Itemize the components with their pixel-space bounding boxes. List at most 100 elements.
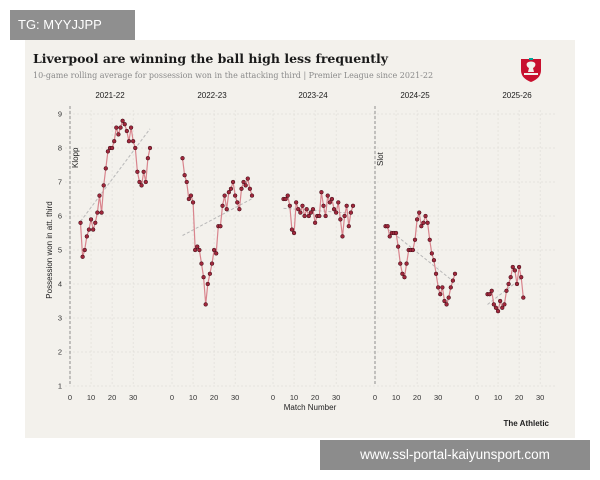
- data-point: [500, 305, 505, 310]
- data-point: [414, 217, 420, 222]
- x-tick-label: 10: [87, 393, 95, 402]
- data-point: [350, 203, 356, 208]
- data-point: [400, 271, 405, 276]
- data-point: [502, 302, 507, 307]
- season-header: 2025-26: [502, 91, 532, 100]
- x-tick-label: 0: [170, 393, 174, 402]
- data-point: [241, 179, 246, 185]
- data-point: [135, 169, 140, 174]
- x-tick-label: 30: [231, 393, 239, 402]
- data-point: [310, 207, 316, 212]
- trend-line: [283, 207, 354, 214]
- data-point: [91, 227, 96, 232]
- x-tick-label: 30: [536, 393, 544, 402]
- data-point: [340, 234, 345, 239]
- data-point: [230, 179, 236, 185]
- x-tick-label: 20: [108, 393, 116, 402]
- data-point: [122, 122, 127, 127]
- data-point: [504, 288, 509, 293]
- series-line: [181, 158, 253, 305]
- data-point: [237, 207, 242, 212]
- data-point: [319, 190, 324, 195]
- data-point: [143, 179, 148, 185]
- data-point: [304, 207, 309, 212]
- data-point: [425, 220, 430, 225]
- data-point: [249, 193, 255, 198]
- x-tick-label: 20: [413, 393, 421, 402]
- data-point: [510, 264, 515, 270]
- series-line: [79, 119, 151, 257]
- season-header: 2023-24: [298, 91, 328, 100]
- data-point: [342, 213, 347, 219]
- data-point: [308, 210, 314, 215]
- data-point: [338, 217, 343, 222]
- data-point: [346, 224, 351, 229]
- data-point: [298, 210, 303, 215]
- data-point: [137, 179, 142, 185]
- data-point: [195, 244, 200, 249]
- data-point: [329, 196, 335, 202]
- data-point: [93, 220, 98, 225]
- data-point: [512, 268, 518, 273]
- x-tick-label: 20: [210, 393, 218, 402]
- data-point: [222, 193, 227, 198]
- data-point: [105, 149, 111, 154]
- data-point: [519, 275, 524, 280]
- data-point: [283, 196, 288, 202]
- data-point: [433, 271, 439, 276]
- y-tick-label: 3: [58, 314, 62, 323]
- data-point: [245, 176, 250, 181]
- manager-label: Slot: [376, 151, 385, 166]
- x-tick-label: 30: [434, 393, 442, 402]
- manager-label: Klopp: [71, 147, 80, 168]
- data-point: [336, 200, 341, 205]
- data-point: [139, 183, 144, 188]
- x-axis-label: Match Number: [284, 403, 337, 412]
- chart-canvas: 1 2 3 4 5 6 7 8 9 0 10 20 30 2021-22 0 10 20 30 2022-23 0 10…: [45, 91, 555, 428]
- data-point: [128, 125, 134, 130]
- data-point: [495, 309, 501, 314]
- data-point: [321, 203, 326, 208]
- data-point: [235, 200, 240, 205]
- y-tick-label: 9: [58, 110, 62, 119]
- tag-label: TG: MYYJJPP: [10, 10, 135, 40]
- data-point: [404, 261, 409, 266]
- data-point: [300, 203, 305, 208]
- data-point: [393, 230, 399, 236]
- data-point: [84, 234, 89, 239]
- data-point: [423, 213, 428, 219]
- data-point: [452, 271, 458, 276]
- data-point: [218, 224, 223, 229]
- data-point: [243, 183, 248, 188]
- data-point: [203, 302, 208, 307]
- data-point: [436, 285, 441, 290]
- data-point: [239, 186, 244, 191]
- data-point: [417, 210, 422, 215]
- data-point: [233, 193, 238, 198]
- data-point: [82, 247, 87, 253]
- series-line: [385, 212, 456, 306]
- data-point: [80, 254, 85, 259]
- data-point: [226, 190, 231, 195]
- data-point: [133, 145, 138, 151]
- series-line: [487, 265, 524, 313]
- data-point: [211, 247, 217, 253]
- data-point: [147, 145, 153, 151]
- data-point: [489, 288, 494, 293]
- chart-card: Liverpool are winning the ball high less…: [25, 40, 575, 438]
- data-point: [506, 281, 511, 287]
- data-point: [285, 193, 290, 198]
- data-point: [112, 139, 117, 144]
- data-point: [124, 128, 129, 134]
- data-point: [116, 132, 121, 137]
- data-point: [493, 305, 499, 310]
- data-point: [442, 298, 447, 304]
- data-point: [334, 210, 339, 215]
- data-point: [209, 261, 215, 266]
- data-point: [101, 183, 106, 188]
- x-tick-label: 30: [332, 393, 340, 402]
- data-point: [344, 203, 349, 208]
- data-point: [205, 281, 210, 287]
- data-point: [498, 298, 503, 304]
- data-point: [141, 169, 146, 174]
